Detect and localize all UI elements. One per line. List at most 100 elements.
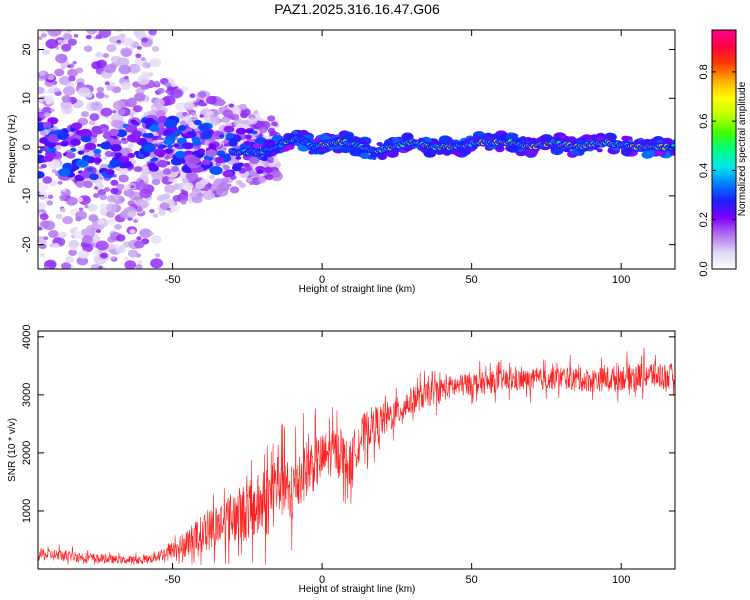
heatmap-cell	[42, 220, 56, 231]
snr-frame	[37, 330, 676, 570]
heatmap-cell	[222, 109, 234, 118]
heatmap-cell	[131, 130, 143, 138]
heatmap-cell	[151, 45, 160, 52]
heatmap-cell	[98, 249, 103, 254]
heatmap-cell	[124, 260, 137, 269]
heatmap-cell	[116, 57, 130, 67]
heatmap-cell	[39, 129, 48, 136]
heatmap-cell	[256, 169, 264, 174]
heatmap-cell	[70, 138, 81, 146]
heatmap-cell	[193, 119, 202, 126]
heatmap-cell	[174, 143, 180, 148]
heatmap-cell	[264, 166, 273, 174]
heatmap-cell	[133, 219, 138, 223]
heatmap-cell	[228, 103, 234, 108]
heatmap-cell	[61, 43, 72, 52]
heatmap-cell	[94, 152, 102, 159]
heatmap-cell	[59, 194, 67, 201]
heatmap-cell	[124, 75, 129, 80]
heatmap-cell	[110, 179, 119, 186]
heatmap-cell	[50, 108, 55, 112]
heatmap-cell	[139, 200, 150, 208]
heatmap-cell	[258, 176, 266, 183]
heatmap-cell	[38, 201, 46, 212]
heatmap-cell	[127, 249, 139, 258]
heatmap-cell	[222, 170, 234, 178]
heatmap-cell	[38, 171, 45, 179]
heatmap-cell	[271, 170, 282, 178]
y-tick-label: 2000	[21, 441, 33, 465]
heatmap-cell	[499, 133, 508, 139]
heatmap-cell	[66, 196, 78, 206]
heatmap-cell	[149, 209, 155, 214]
heatmap-cell	[201, 159, 211, 166]
heatmap-cell	[142, 61, 151, 69]
heatmap-cell	[107, 243, 116, 250]
spectrogram-x-axis-label: Height of straight line (km)	[299, 284, 416, 295]
heatmap-cell	[222, 164, 230, 171]
heatmap-cell	[148, 164, 159, 172]
heatmap-cell	[118, 155, 130, 163]
colorbar-tick-label: 0.4	[698, 163, 710, 178]
heatmap-cell	[172, 179, 177, 183]
heatmap-cell	[91, 126, 105, 135]
heatmap-cell	[88, 120, 96, 126]
heatmap-cell	[47, 194, 54, 199]
heatmap-cell	[228, 140, 238, 147]
heatmap-cell	[40, 164, 47, 169]
heatmap-cell	[68, 75, 76, 82]
heatmap-cell	[231, 164, 242, 172]
heatmap-cell	[47, 152, 57, 158]
heatmap-cell	[67, 38, 77, 46]
heatmap-cell	[39, 71, 46, 77]
heatmap-cell	[140, 57, 146, 61]
heatmap-cell	[156, 160, 168, 168]
heatmap-cell	[243, 162, 251, 168]
heatmap-cell	[99, 194, 108, 201]
heatmap-cell	[95, 51, 103, 58]
heatmap-cell	[61, 262, 72, 269]
heatmap-cell	[83, 180, 93, 189]
heatmap-cell	[100, 107, 113, 117]
y-tick-label: 3000	[21, 383, 33, 407]
heatmap-cell	[200, 131, 213, 140]
colorbar-ticks: 0.0 0.2 0.4 0.6 0.8	[698, 64, 736, 277]
heatmap-cell	[162, 168, 172, 175]
heatmap-cell	[249, 156, 260, 164]
heatmap-cell	[182, 142, 194, 150]
heatmap-cell	[96, 229, 101, 234]
heatmap-cell	[621, 135, 630, 142]
heatmap-cell	[100, 127, 109, 133]
heatmap-cell	[134, 240, 145, 249]
heatmap-cell	[109, 159, 122, 168]
heatmap-cell	[157, 115, 168, 123]
heatmap-cell	[114, 152, 123, 158]
heatmap-cell	[118, 64, 131, 75]
heatmap-cell	[52, 242, 60, 249]
heatmap-cell	[139, 228, 152, 238]
heatmap-cell	[268, 162, 275, 168]
heatmap-cell	[42, 176, 53, 184]
x-tick-label: 50	[466, 274, 478, 286]
heatmap-cell	[151, 105, 158, 111]
heatmap-cell	[41, 106, 53, 115]
heatmap-cell	[206, 96, 217, 105]
colorbar-tick-label: 0.2	[698, 212, 710, 227]
heatmap-cell	[116, 183, 125, 191]
heatmap-cell	[38, 30, 49, 33]
heatmap-cell	[75, 216, 82, 222]
heatmap-cell	[189, 93, 196, 98]
heatmap-cell	[127, 63, 141, 74]
heatmap-cell	[150, 258, 164, 269]
snr-x-axis-label: Height of straight line (km)	[299, 584, 416, 595]
heatmap-cell	[64, 108, 71, 114]
heatmap-cell	[156, 151, 165, 158]
heatmap-cell	[142, 133, 150, 138]
heatmap-cell	[98, 265, 103, 269]
heatmap-cell	[223, 125, 235, 133]
heatmap-cell	[117, 108, 126, 116]
heatmap-cell	[627, 139, 633, 143]
heatmap-cell	[118, 174, 129, 183]
heatmap-cell	[86, 30, 98, 35]
